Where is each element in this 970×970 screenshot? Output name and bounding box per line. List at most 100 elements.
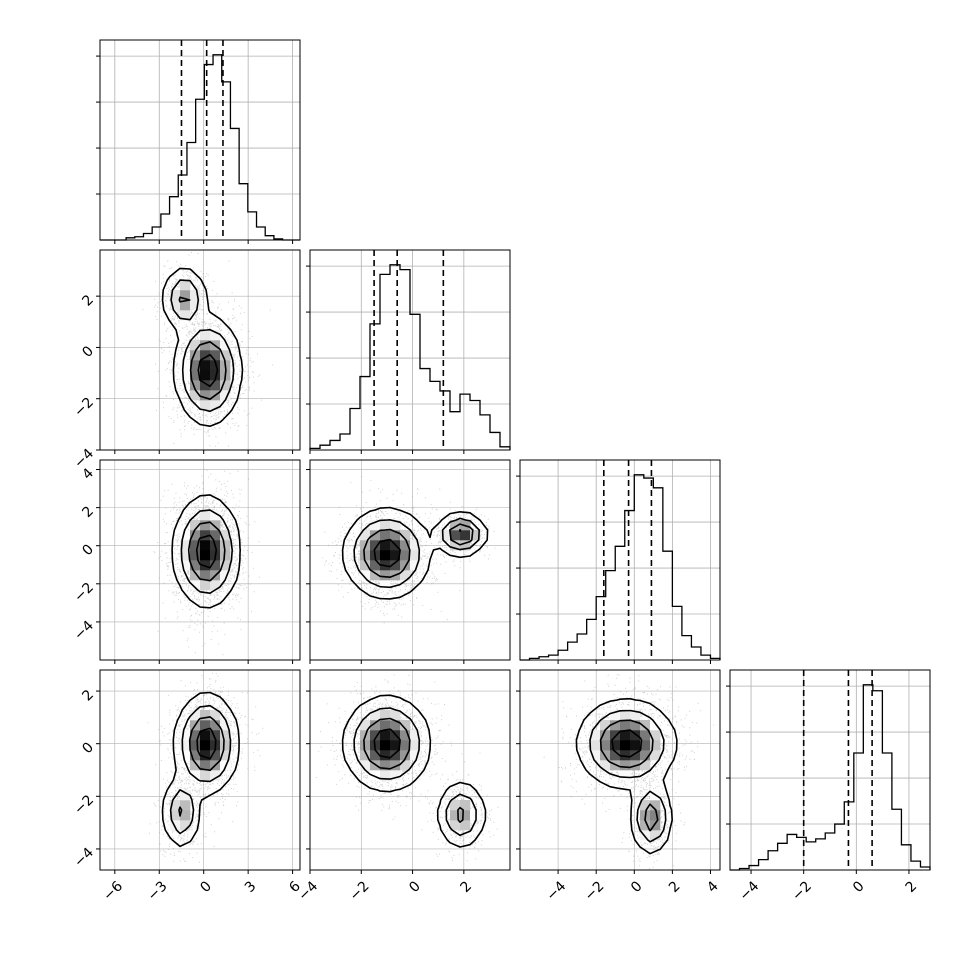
density-cell: [210, 530, 221, 541]
histogram-panel-0: [96, 39, 301, 241]
density-cell: [360, 720, 371, 731]
density-cell: [210, 380, 221, 391]
scatter-panel-4: [309, 669, 511, 871]
density-cell: [400, 720, 411, 731]
density-cell: [650, 730, 661, 741]
scatter-panel-1: [99, 459, 301, 661]
density-cell: [640, 750, 651, 761]
density-cell: [210, 370, 221, 381]
density-cell: [180, 740, 191, 751]
y-tick-label: 2: [79, 687, 97, 705]
density-cell: [170, 300, 181, 311]
density-cell: [360, 740, 371, 751]
density-cell: [180, 280, 191, 291]
density-cell: [620, 760, 631, 771]
density-cell: [380, 770, 391, 781]
density-cell: [200, 530, 211, 541]
density-cell: [470, 810, 481, 821]
density-cell: [190, 770, 201, 781]
density-cell: [390, 740, 401, 751]
contour-level-3: [611, 729, 643, 758]
histogram-bars: [100, 54, 300, 241]
density-cell: [200, 540, 211, 551]
density-cell: [220, 730, 231, 741]
density-cell: [210, 360, 221, 371]
density-cell: [170, 800, 181, 811]
density-cell: [190, 340, 201, 351]
density-cell: [210, 750, 221, 761]
density-cell: [180, 360, 191, 371]
density-cell: [590, 730, 601, 741]
density-cell: [180, 370, 191, 381]
density-cell: [380, 550, 391, 561]
density-cell: [390, 770, 401, 781]
density-cell: [360, 550, 371, 561]
density-cell: [220, 340, 231, 351]
contour-level-3: [196, 727, 217, 760]
density-cell: [620, 730, 631, 741]
contour-level-1: [353, 517, 480, 589]
y-tick-label: 0: [79, 343, 97, 361]
density-cell: [410, 550, 421, 561]
density-cell: [400, 740, 411, 751]
density-cell: [200, 770, 211, 781]
density-cell: [450, 800, 461, 811]
y-tick-label: 0: [79, 541, 97, 559]
y-tick-label: −4: [71, 845, 97, 871]
contour-level-1: [170, 279, 235, 413]
contour-level-2: [599, 719, 659, 832]
contour-level-0: [575, 697, 678, 855]
density-cell: [190, 370, 201, 381]
scatter-points: [153, 468, 260, 656]
density-cell: [610, 740, 621, 751]
density-cell: [390, 550, 401, 561]
density-cell: [460, 800, 471, 811]
density-cell: [210, 710, 221, 721]
density-cell: [200, 330, 211, 341]
density-cell: [210, 400, 221, 411]
scatter-panel-5: [519, 669, 721, 871]
density-cell: [200, 750, 211, 761]
panel-frame: [309, 249, 511, 451]
x-tick-label: −3: [145, 878, 171, 904]
density-cell: [650, 820, 661, 831]
density-cell: [600, 760, 611, 771]
density-cell: [380, 750, 391, 761]
x-tick-label: 0: [850, 878, 868, 896]
density-cell: [360, 750, 371, 761]
density-cell: [370, 520, 381, 531]
density-cell: [200, 510, 211, 521]
density-cell: [190, 580, 201, 591]
density-cell: [640, 720, 651, 731]
density-cell: [380, 520, 391, 531]
density-cell: [410, 730, 421, 741]
density-cell: [210, 560, 221, 571]
density-cell: [180, 300, 191, 311]
density-cell: [650, 740, 661, 751]
density-cell: [200, 350, 211, 361]
contour-level-0: [161, 691, 240, 848]
density-cell: [380, 730, 391, 741]
density-cell: [460, 530, 471, 541]
x-tick-label: −4: [544, 878, 570, 904]
density-cell: [370, 710, 381, 721]
density-cell: [190, 520, 201, 531]
density-cell: [620, 710, 631, 721]
density-cell: [200, 580, 211, 591]
histogram-bars: [520, 474, 721, 661]
density-cell: [610, 730, 621, 741]
density-cell: [440, 530, 451, 541]
density-cell: [410, 540, 421, 551]
contour-level-1: [169, 704, 232, 835]
density-cell: [200, 560, 211, 571]
density-cell: [590, 740, 601, 751]
density-cell: [640, 830, 651, 841]
density-cell: [180, 750, 191, 761]
density-cell: [390, 720, 401, 731]
density-cell: [220, 540, 231, 551]
density-cell: [410, 750, 421, 761]
density-cell: [210, 520, 221, 531]
density-cell: [630, 720, 641, 731]
y-tick-label: 4: [79, 465, 97, 483]
